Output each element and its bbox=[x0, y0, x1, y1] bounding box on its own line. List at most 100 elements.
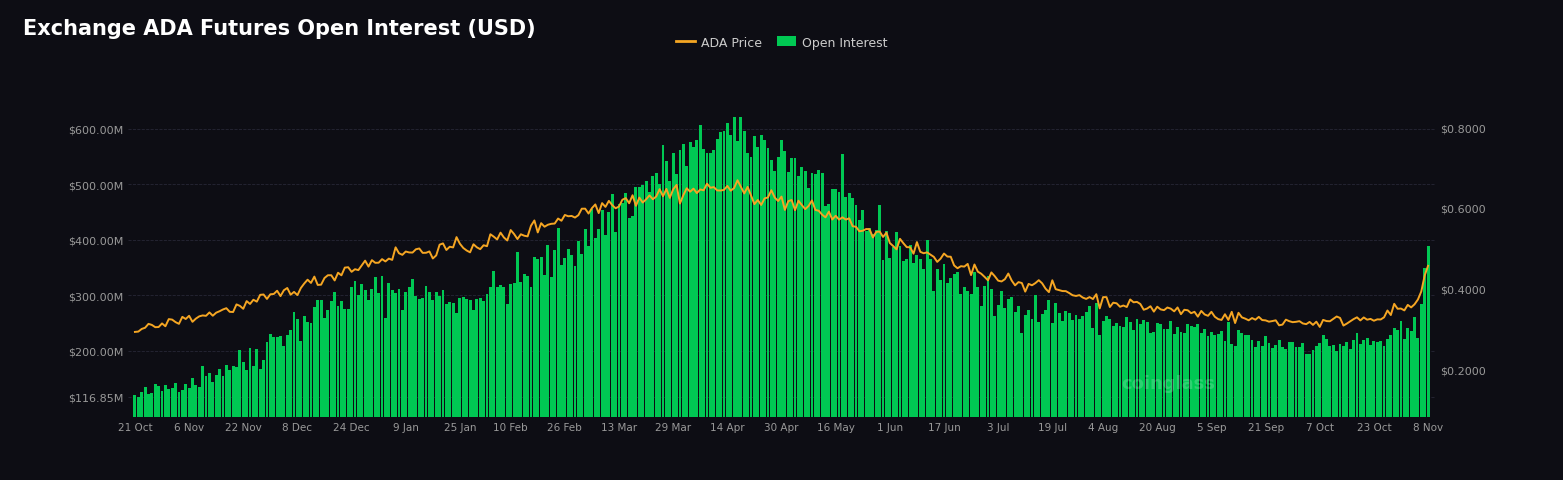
Bar bbox=[1078, 320, 1082, 462]
Bar bbox=[644, 181, 647, 462]
Bar bbox=[211, 382, 214, 462]
Bar bbox=[919, 260, 922, 462]
Bar bbox=[1186, 324, 1189, 462]
Bar bbox=[370, 290, 374, 462]
Bar bbox=[252, 367, 255, 462]
Bar bbox=[1297, 348, 1300, 462]
Bar bbox=[1332, 345, 1335, 462]
Bar bbox=[295, 320, 299, 462]
Bar bbox=[949, 278, 952, 462]
Bar bbox=[591, 209, 594, 462]
Text: Exchange ADA Futures Open Interest (USD): Exchange ADA Futures Open Interest (USD) bbox=[23, 19, 536, 39]
Bar bbox=[1372, 341, 1375, 462]
Text: coinglass: coinglass bbox=[1121, 374, 1214, 392]
Bar bbox=[388, 283, 391, 462]
Bar bbox=[817, 171, 821, 462]
Bar bbox=[1268, 344, 1271, 462]
Bar bbox=[939, 281, 942, 462]
Bar bbox=[878, 206, 882, 462]
Bar bbox=[188, 388, 191, 462]
Bar bbox=[689, 143, 691, 462]
Bar bbox=[225, 365, 228, 462]
Bar bbox=[1146, 323, 1149, 462]
Bar bbox=[600, 210, 603, 462]
Bar bbox=[1247, 336, 1250, 462]
Bar bbox=[1343, 347, 1344, 462]
Bar bbox=[547, 245, 549, 462]
Bar bbox=[832, 190, 833, 462]
Bar bbox=[381, 276, 383, 462]
Bar bbox=[1114, 324, 1118, 462]
Bar bbox=[1366, 338, 1369, 462]
Bar bbox=[1044, 311, 1047, 462]
Bar bbox=[1105, 316, 1108, 462]
Bar bbox=[377, 293, 380, 462]
Bar bbox=[858, 220, 861, 462]
Bar bbox=[1349, 349, 1352, 462]
Bar bbox=[652, 177, 655, 462]
Bar bbox=[852, 199, 853, 462]
Bar bbox=[1175, 327, 1179, 462]
Bar bbox=[408, 288, 411, 462]
Bar bbox=[658, 184, 661, 462]
Bar bbox=[1230, 344, 1233, 462]
Bar bbox=[425, 287, 428, 462]
Bar bbox=[495, 287, 499, 462]
Bar bbox=[1068, 313, 1071, 462]
Bar bbox=[1325, 340, 1329, 462]
Bar bbox=[202, 367, 205, 462]
Bar bbox=[292, 313, 295, 462]
Bar bbox=[986, 276, 989, 462]
Bar bbox=[1128, 322, 1132, 462]
Bar bbox=[133, 395, 136, 462]
Bar bbox=[422, 298, 424, 462]
Bar bbox=[1122, 327, 1125, 462]
Bar bbox=[725, 123, 728, 462]
Bar bbox=[150, 393, 153, 462]
Bar bbox=[194, 385, 197, 462]
Bar bbox=[1250, 341, 1254, 462]
Bar bbox=[1363, 341, 1364, 462]
Bar bbox=[414, 297, 417, 462]
Bar bbox=[239, 350, 241, 462]
Bar bbox=[431, 300, 435, 462]
Bar bbox=[1139, 324, 1141, 462]
Bar bbox=[445, 305, 449, 462]
Bar bbox=[384, 318, 388, 462]
Bar bbox=[786, 172, 789, 462]
Bar bbox=[1055, 304, 1057, 462]
Bar bbox=[1427, 247, 1430, 462]
Bar bbox=[953, 274, 955, 462]
Bar bbox=[567, 250, 569, 462]
Bar bbox=[574, 267, 577, 462]
Bar bbox=[1407, 328, 1410, 462]
Bar bbox=[750, 157, 752, 462]
Bar bbox=[899, 246, 902, 462]
Bar bbox=[841, 155, 844, 462]
Bar bbox=[405, 292, 408, 462]
Bar bbox=[164, 385, 167, 462]
Bar bbox=[1035, 296, 1036, 462]
Bar bbox=[1210, 332, 1213, 462]
Bar bbox=[824, 207, 827, 462]
Bar bbox=[272, 337, 275, 462]
Bar bbox=[928, 260, 932, 462]
Bar bbox=[641, 186, 644, 462]
Bar bbox=[519, 282, 522, 462]
Bar bbox=[1075, 315, 1077, 462]
Bar bbox=[138, 397, 139, 462]
Bar bbox=[838, 192, 841, 462]
Bar bbox=[452, 304, 455, 462]
Bar bbox=[367, 300, 370, 462]
Bar bbox=[1132, 330, 1135, 462]
Bar bbox=[1125, 318, 1128, 462]
Bar bbox=[583, 230, 586, 462]
Bar bbox=[855, 205, 858, 462]
Bar bbox=[275, 337, 278, 462]
Bar bbox=[269, 334, 272, 462]
Bar bbox=[925, 241, 928, 462]
Bar bbox=[1204, 329, 1207, 462]
Bar bbox=[908, 246, 911, 462]
Bar bbox=[719, 132, 722, 462]
Bar bbox=[516, 252, 519, 462]
